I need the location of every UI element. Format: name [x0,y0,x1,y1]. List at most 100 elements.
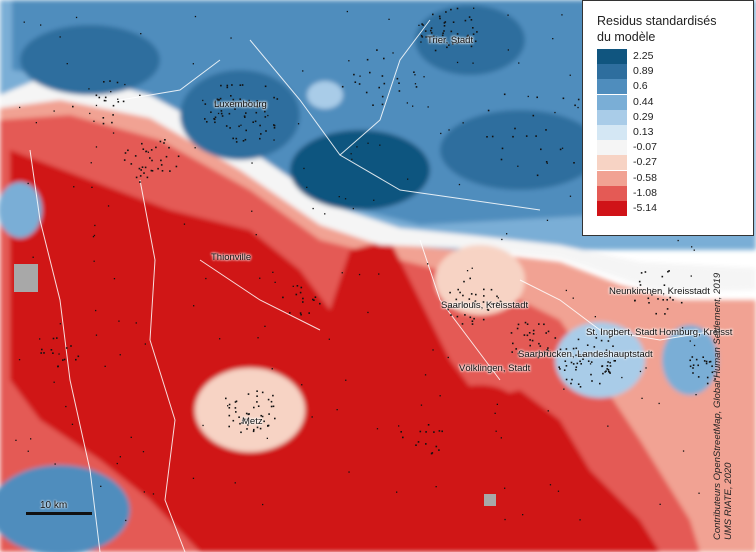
settlement-dot [219,97,222,100]
settlement-dot [652,288,654,290]
settlement-dot [145,150,148,152]
settlement-dot [430,27,433,29]
settlement-dot [527,95,529,98]
settlement-dot [582,358,584,360]
settlement-dot [328,338,330,340]
settlement-dot [272,271,274,273]
legend-swatch [597,155,627,171]
settlement-dot [504,487,506,489]
settlement-dot [547,349,549,351]
settlement-dot [510,332,513,334]
settlement-dot [381,95,384,98]
settlement-dot [240,431,242,434]
settlement-dot [561,14,563,16]
settlement-dot [238,125,240,128]
settlement-dot [420,404,423,406]
settlement-dot [490,288,493,291]
settlement-dot [254,120,257,123]
settlement-dot [574,104,576,107]
settlement-dot [529,344,531,347]
settlement-dot [526,323,529,325]
settlement-dot [50,349,53,351]
settlement-dot [270,405,273,408]
settlement-dot [117,98,119,100]
settlement-dot [441,430,443,433]
settlement-dot [474,300,477,302]
settlement-dot [659,503,661,505]
settlement-dot [602,372,604,375]
settlement-dot [456,7,459,10]
settlement-dot [30,438,32,440]
legend-value: 0.13 [633,126,654,138]
settlement-dot [507,49,509,51]
settlement-dot [226,84,229,87]
settlement-dot [241,419,244,422]
settlement-dot [59,323,61,325]
settlement-dot [609,336,611,339]
settlement-dot [124,152,127,154]
settlement-dot [356,146,358,148]
settlement-dot [492,303,494,305]
settlement-dot [32,256,34,258]
settlement-dot [423,76,425,78]
settlement-dot [302,297,304,300]
settlement-dot [234,407,237,409]
legend-class: 0.13 [597,125,747,140]
nodata-cell [484,494,496,506]
settlement-dot [344,198,347,200]
settlement-dot [15,439,17,441]
settlement-dot [599,382,601,385]
settlement-dot [157,167,159,170]
settlement-dot [228,425,230,428]
settlement-dot [434,49,437,52]
settlement-dot [143,491,145,493]
settlement-dot [71,423,74,425]
settlement-dot [300,286,303,289]
settlement-dot [244,418,247,421]
settlement-dot [358,83,361,85]
legend-class: -0.27 [597,155,747,171]
legend-class: 0.29 [597,109,747,125]
settlement-dot [639,370,642,373]
settlement-dot [313,299,315,301]
settlement-dot [691,246,693,248]
settlement-dot [144,166,147,169]
settlement-dot [151,159,153,162]
settlement-dot [705,360,708,363]
settlement-dot [706,382,709,385]
settlement-dot [474,40,477,43]
settlement-dot [93,120,95,122]
settlement-dot [450,8,452,11]
settlement-dot [160,159,162,162]
settlement-dot [202,99,204,102]
settlement-dot [586,344,589,346]
settlement-dot [425,443,427,445]
settlement-dot [472,33,475,35]
settlement-dot [169,170,171,172]
settlement-dot [239,422,241,425]
settlement-dot [146,176,149,179]
settlement-dot [119,456,121,458]
settlement-dot [417,441,420,443]
settlement-dot [378,273,380,275]
city-label-saarbruecken: Saarbrücken, Landeshauptstadt [518,349,653,360]
settlement-dot [244,138,247,141]
settlement-dot [606,365,609,367]
settlement-dot [112,104,115,107]
settlement-dot [456,315,459,318]
settlement-dot [545,161,548,163]
settlement-dot [495,430,497,432]
settlement-dot [449,306,451,308]
settlement-dot [543,350,546,353]
credits-line1: Contributeurs OpenStreetMap, Global Huma… [712,272,723,540]
settlement-dot [591,380,593,382]
settlement-dot [441,34,444,37]
settlement-dot [666,299,668,301]
settlement-dot [515,348,517,350]
settlement-dot [194,147,196,149]
settlement-dot [487,309,490,311]
settlement-dot [193,305,195,307]
settlement-dot [579,386,582,388]
settlement-dot [539,345,542,347]
settlement-dot [308,312,310,314]
